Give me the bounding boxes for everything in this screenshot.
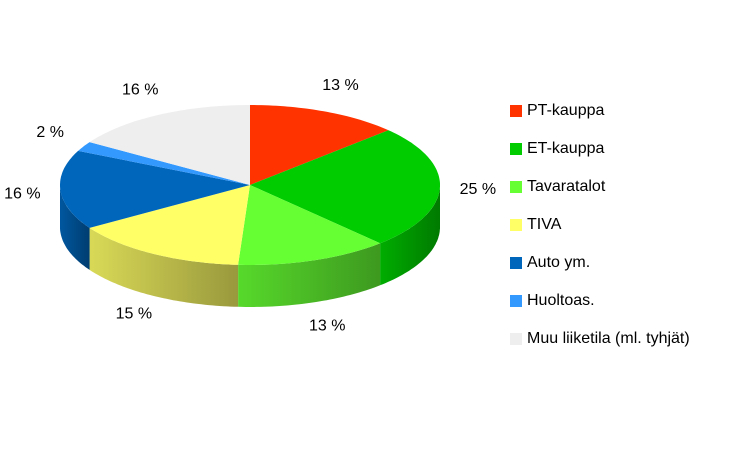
slice [78, 142, 250, 185]
slice [89, 185, 250, 265]
slice-side [238, 243, 381, 307]
data-label: 13 % [309, 317, 345, 334]
slice-side [89, 227, 239, 307]
legend-swatch [510, 219, 522, 231]
legend-label: Huoltoas. [527, 292, 595, 309]
data-label: 13 % [322, 77, 358, 94]
slice-side [60, 185, 90, 270]
legend-label: ET-kauppa [527, 140, 604, 157]
slice [250, 130, 440, 244]
legend-label: Auto ym. [527, 254, 590, 271]
legend-swatch [510, 143, 522, 155]
slice [250, 105, 389, 185]
legend-swatch [510, 257, 522, 269]
data-label: 16 % [122, 82, 158, 99]
legend-label: PT-kauppa [527, 102, 604, 119]
legend-swatch [510, 105, 522, 117]
legend-label: Muu liiketila (ml. tyhjät) [527, 330, 690, 347]
legend-label: Tavaratalot [527, 178, 606, 195]
legend-swatch [510, 333, 522, 345]
slice [60, 150, 250, 228]
pie-tops [60, 105, 440, 265]
pie-sides [60, 185, 440, 307]
data-label: 15 % [116, 305, 152, 322]
legend-swatch [510, 181, 522, 193]
data-label: 25 % [460, 181, 496, 198]
slice-side [380, 185, 440, 286]
slice [238, 185, 381, 265]
slice [89, 105, 250, 185]
data-label: 2 % [36, 124, 64, 141]
legend-label: TIVA [527, 216, 562, 233]
data-label: 16 % [4, 186, 40, 203]
legend-swatch [510, 295, 522, 307]
